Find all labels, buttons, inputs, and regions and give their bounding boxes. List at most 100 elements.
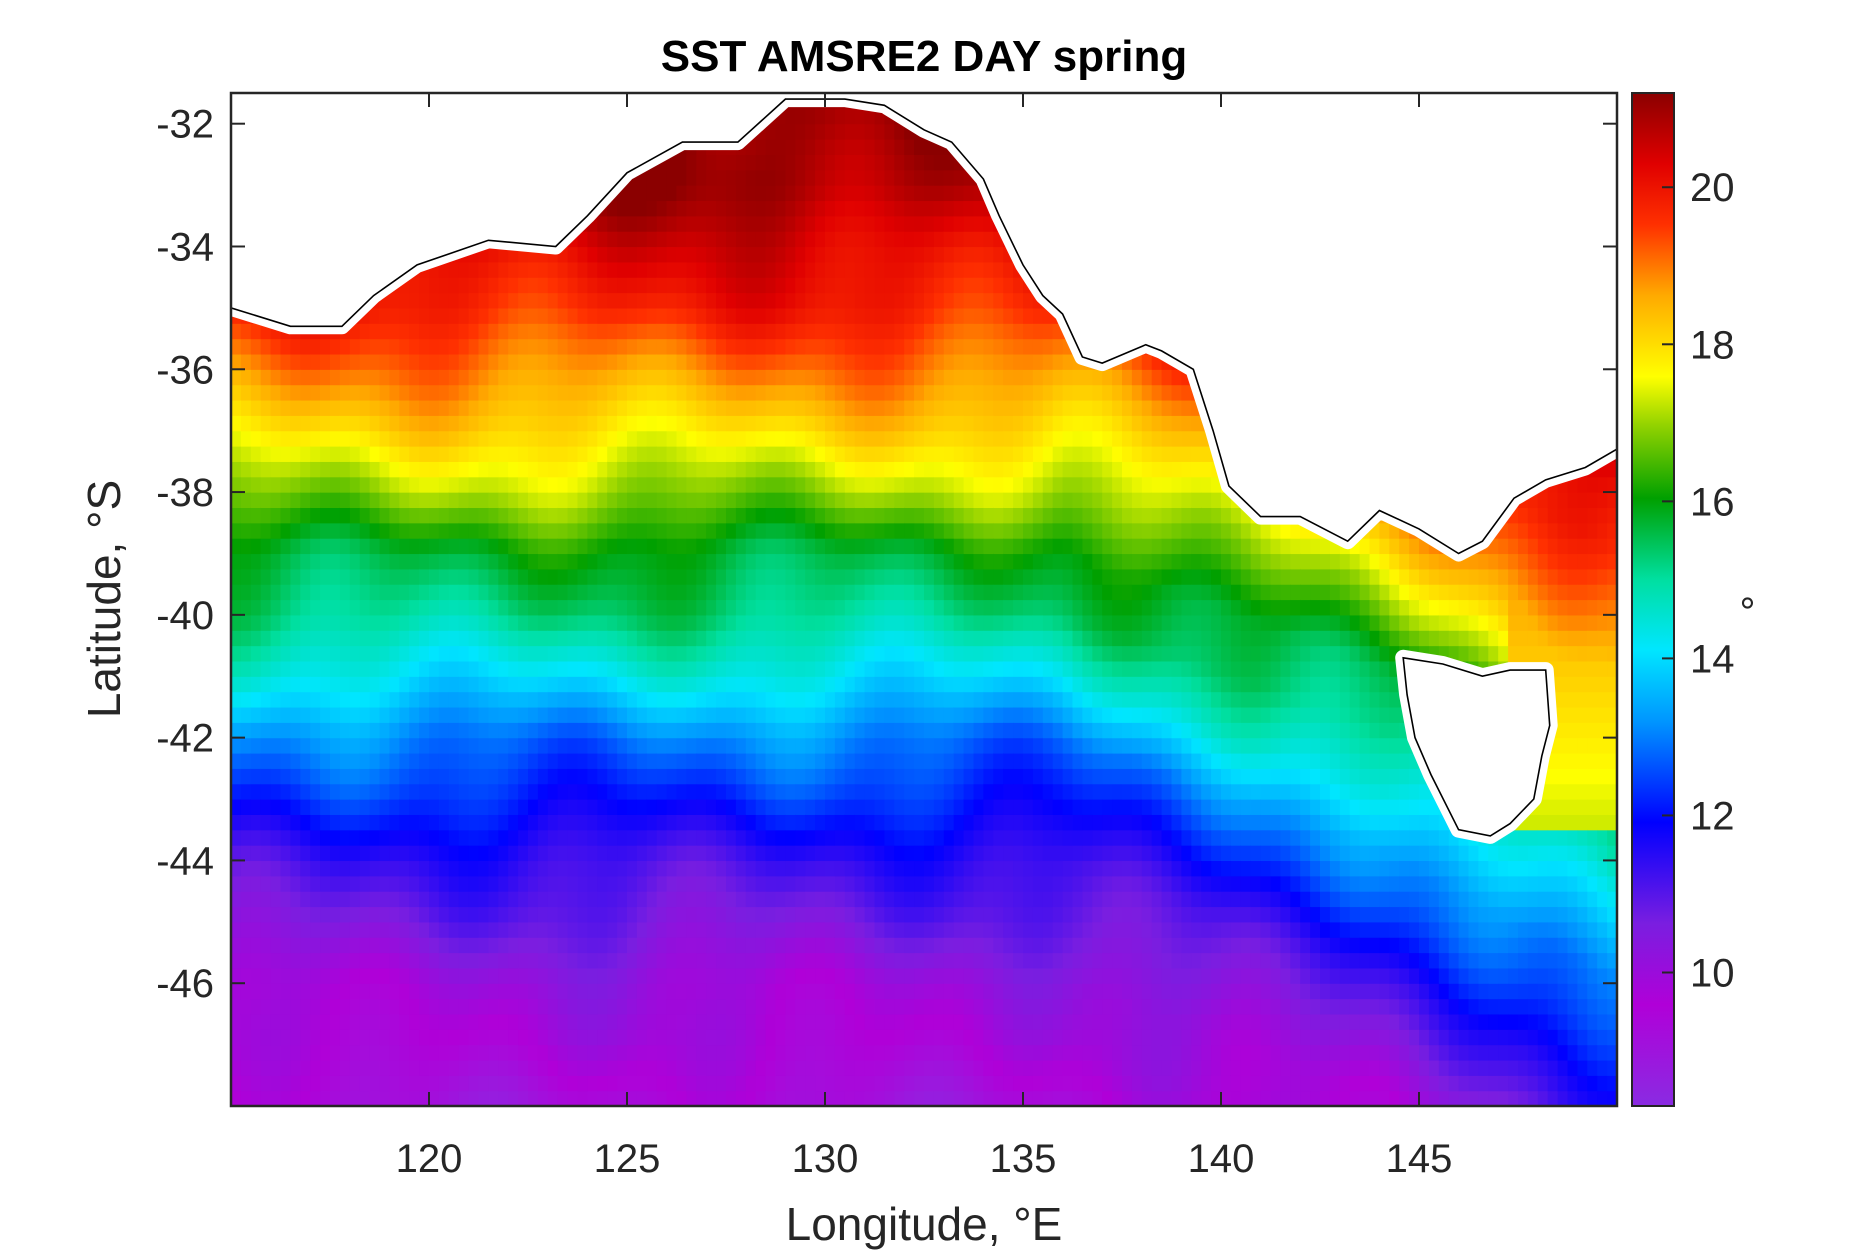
heatmap-cell <box>290 783 301 800</box>
heatmap-cell <box>834 568 846 585</box>
heatmap-cell <box>498 399 509 416</box>
heatmap-cell <box>904 338 915 355</box>
heatmap-cell <box>735 676 747 693</box>
heatmap-cell <box>696 891 707 908</box>
heatmap-cell <box>458 522 470 539</box>
heatmap-cell <box>280 737 291 754</box>
heatmap-cell <box>953 292 965 309</box>
heatmap-cell <box>686 338 697 355</box>
heatmap-cell <box>834 599 846 616</box>
heatmap-cell <box>240 998 252 1015</box>
heatmap-cell <box>815 768 826 785</box>
heatmap-cell <box>825 614 836 631</box>
heatmap-cell <box>884 399 895 416</box>
heatmap-cell <box>587 338 598 355</box>
heatmap-cell <box>448 446 460 462</box>
heatmap-cell <box>320 522 331 539</box>
heatmap-cell <box>537 292 549 309</box>
heatmap-cell <box>636 446 648 462</box>
heatmap-cell <box>963 185 975 202</box>
heatmap-cell <box>607 507 618 524</box>
heatmap-cell <box>745 507 757 524</box>
heatmap-cell <box>330 706 341 723</box>
heatmap-cell <box>508 353 519 370</box>
heatmap-cell <box>785 584 796 601</box>
heatmap-cell <box>834 783 846 800</box>
heatmap-cell <box>240 630 252 647</box>
heatmap-cell <box>785 737 796 754</box>
heatmap-cell <box>498 1044 509 1061</box>
heatmap-cell <box>815 584 826 601</box>
heatmap-cell <box>498 967 509 984</box>
heatmap-cell <box>567 860 579 877</box>
heatmap-cell <box>409 783 420 800</box>
heatmap-cell <box>864 722 876 739</box>
heatmap-cell <box>933 154 945 171</box>
heatmap-cell <box>537 369 549 386</box>
heatmap-cell <box>745 1029 757 1046</box>
heatmap-cell <box>607 983 618 1000</box>
heatmap-cell <box>854 1090 866 1106</box>
heatmap-cell <box>547 952 559 969</box>
heatmap-cell <box>884 415 895 432</box>
heatmap-cell <box>646 384 658 401</box>
heatmap-cell <box>676 476 687 493</box>
heatmap-cell <box>607 292 618 309</box>
heatmap-cell <box>557 568 569 585</box>
heatmap-cell <box>320 568 331 585</box>
heatmap-cell <box>765 752 777 769</box>
heatmap-cell <box>825 737 836 754</box>
heatmap-cell <box>587 1090 598 1106</box>
heatmap-cell <box>617 446 628 462</box>
heatmap-cell <box>448 261 460 278</box>
heatmap-cell <box>290 983 301 1000</box>
heatmap-cell <box>597 261 608 278</box>
heatmap-cell <box>359 998 371 1015</box>
heatmap-cell <box>389 522 400 539</box>
heatmap-cell <box>735 584 747 601</box>
heatmap-cell <box>310 507 321 524</box>
heatmap-cell <box>369 783 381 800</box>
heatmap-cell <box>547 538 559 555</box>
heatmap-cell <box>953 261 965 278</box>
heatmap-cell <box>488 261 499 278</box>
heatmap-cell <box>676 522 687 539</box>
heatmap-cell <box>686 568 697 585</box>
heatmap-cell <box>755 1059 767 1076</box>
heatmap-cell <box>636 169 648 186</box>
heatmap-cell <box>686 645 697 662</box>
heatmap-cell <box>706 446 717 462</box>
heatmap-cell <box>874 215 885 232</box>
heatmap-cell <box>399 1059 410 1076</box>
heatmap-cell <box>755 722 767 739</box>
heatmap-cell <box>528 752 539 769</box>
heatmap-cell <box>795 200 806 217</box>
heatmap-cell <box>290 584 301 601</box>
heatmap-cell <box>716 553 727 570</box>
heatmap-cell <box>973 522 984 539</box>
heatmap-cell <box>310 783 321 800</box>
heatmap-cell <box>310 1029 321 1046</box>
heatmap-cell <box>528 1013 539 1030</box>
heatmap-cell <box>943 200 955 217</box>
heatmap-cell <box>914 630 925 647</box>
heatmap-cell <box>577 415 588 432</box>
heatmap-cell <box>369 691 381 708</box>
heatmap-cell <box>379 845 390 862</box>
heatmap-cell <box>300 1090 311 1106</box>
heatmap-cell <box>933 752 945 769</box>
heatmap-cell <box>567 845 579 862</box>
heatmap-cell <box>587 660 598 677</box>
heatmap-cell <box>547 783 559 800</box>
heatmap-cell <box>805 937 816 954</box>
heatmap-cell <box>429 967 440 984</box>
heatmap-cell <box>874 1013 885 1030</box>
heatmap-cell <box>745 983 757 1000</box>
heatmap-cell <box>656 461 668 478</box>
heatmap-cell <box>943 1090 955 1106</box>
heatmap-cell <box>369 307 381 324</box>
heatmap-cell <box>409 752 420 769</box>
heatmap-cell <box>933 246 945 263</box>
heatmap-cell <box>458 584 470 601</box>
heatmap-cell <box>438 307 450 324</box>
